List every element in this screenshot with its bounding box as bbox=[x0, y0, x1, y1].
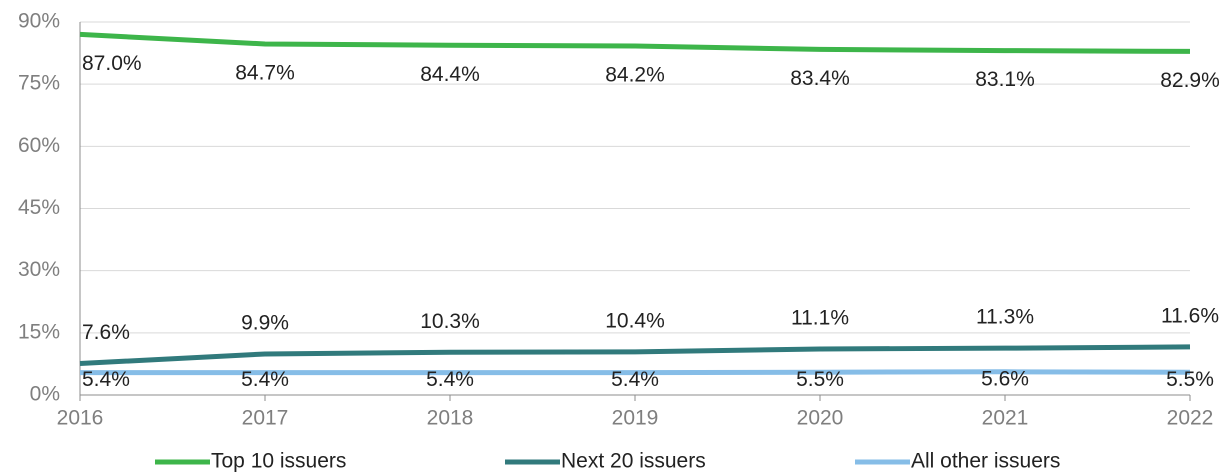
data-label: 83.1% bbox=[975, 68, 1035, 91]
data-label: 5.6% bbox=[981, 367, 1029, 390]
data-label: 9.9% bbox=[241, 312, 289, 335]
legend-label: All other issuers bbox=[911, 450, 1060, 473]
y-tick-label: 75% bbox=[18, 72, 60, 95]
y-tick-label: 90% bbox=[18, 10, 60, 33]
x-tick-label: 2021 bbox=[982, 407, 1029, 430]
y-tick-label: 15% bbox=[18, 320, 60, 343]
legend-label: Top 10 issuers bbox=[211, 450, 346, 473]
data-label: 7.6% bbox=[82, 321, 130, 344]
legend-label: Next 20 issuers bbox=[561, 450, 706, 473]
data-label: 5.4% bbox=[82, 368, 130, 391]
data-label: 10.3% bbox=[420, 310, 480, 333]
y-tick-label: 60% bbox=[18, 134, 60, 157]
data-label: 87.0% bbox=[82, 52, 142, 75]
y-tick-label: 30% bbox=[18, 258, 60, 281]
data-label: 11.1% bbox=[791, 307, 849, 330]
data-label: 82.9% bbox=[1160, 69, 1220, 92]
data-label: 10.4% bbox=[605, 309, 665, 332]
x-tick-label: 2016 bbox=[57, 407, 104, 430]
data-label: 11.6% bbox=[1161, 304, 1219, 327]
x-tick-label: 2017 bbox=[242, 407, 289, 430]
y-tick-label: 45% bbox=[18, 196, 60, 219]
x-tick-label: 2020 bbox=[797, 407, 844, 430]
y-tick-label: 0% bbox=[30, 383, 60, 406]
data-label: 11.3% bbox=[976, 306, 1034, 329]
data-label: 84.7% bbox=[235, 62, 295, 85]
x-tick-label: 2022 bbox=[1167, 407, 1214, 430]
data-label: 5.4% bbox=[426, 368, 474, 391]
x-tick-label: 2019 bbox=[612, 407, 659, 430]
data-label: 84.4% bbox=[420, 63, 480, 86]
series-line bbox=[79, 344, 1191, 366]
series-line bbox=[80, 369, 1191, 376]
data-label: 5.4% bbox=[241, 368, 289, 391]
data-label: 5.4% bbox=[611, 368, 659, 391]
data-label: 5.5% bbox=[1166, 368, 1214, 391]
x-tick-label: 2018 bbox=[427, 407, 474, 430]
series-line bbox=[79, 31, 1191, 54]
data-label: 84.2% bbox=[605, 64, 665, 87]
data-label: 5.5% bbox=[796, 368, 844, 391]
data-label: 83.4% bbox=[790, 67, 850, 90]
